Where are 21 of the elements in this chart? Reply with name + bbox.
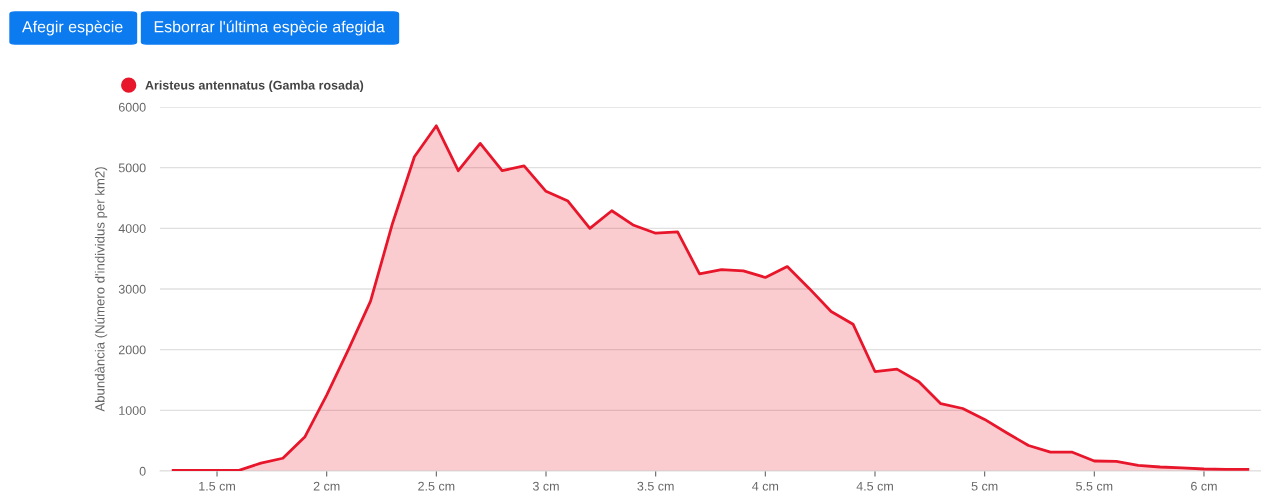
x-tick-label: 4.5 cm [856,481,893,491]
y-axis-title: Abundància (Número d'individus per km2) [94,167,108,412]
y-tick-label: 3000 [118,284,146,294]
y-tick-label: 1000 [119,406,146,415]
y-tick-label: 0 [139,466,146,476]
legend-label: Aristeus antennatus (Gamba rosada) [145,80,364,93]
x-tick-label: 2.5 cm [418,481,455,491]
y-tick-label: 5000 [118,163,146,173]
x-tick-label: 3 cm [532,481,559,491]
x-tick-label: 3.5 cm [637,481,674,491]
text: Afegir espècie [22,20,123,36]
text: Esborrar l'última espècie afegida [154,20,385,36]
y-tick-label: 6000 [118,102,146,112]
x-tick-label: 5.5 cm [1076,481,1113,491]
x-tick-label: 4 cm [752,481,779,491]
y-tick-label: 2000 [118,345,146,355]
x-tick-label: 2 cm [313,481,340,491]
x-tick-label: 5 cm [971,481,998,491]
y-tick-label: 4000 [118,224,146,233]
x-tick-label: 6 cm [1191,481,1217,491]
x-tick-label: 1.5 cm [199,481,235,491]
